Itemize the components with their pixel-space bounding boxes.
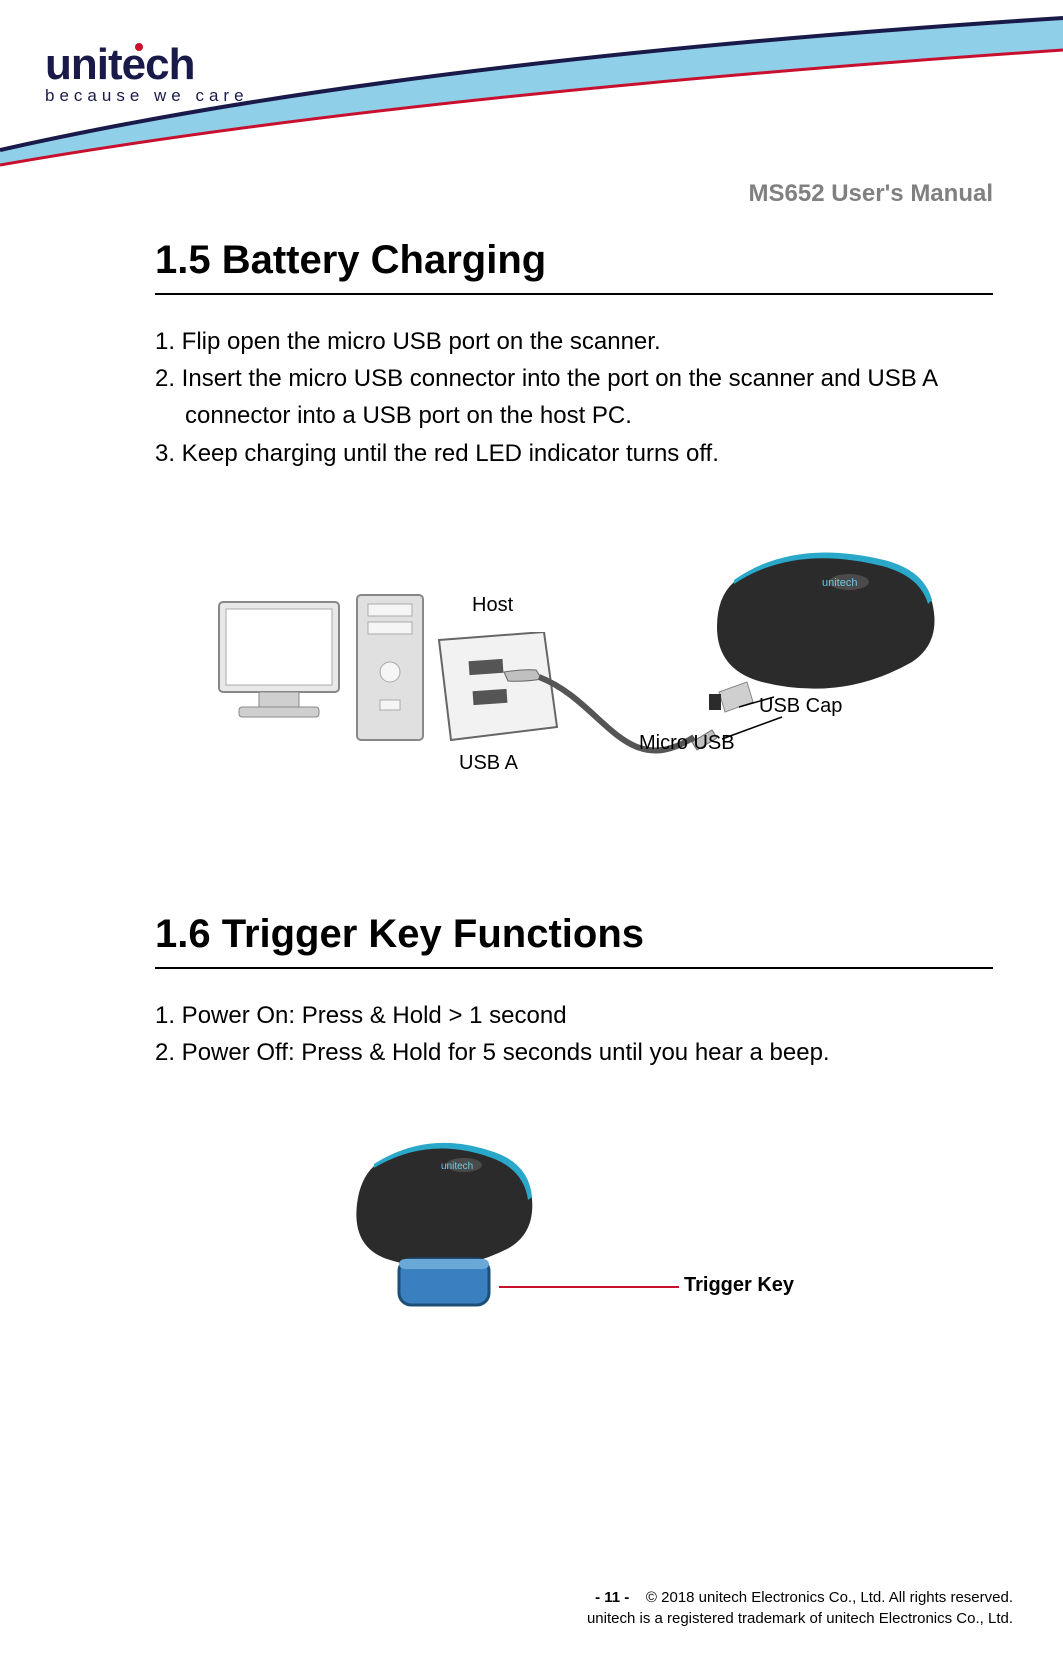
document-title: MS652 User's Manual (0, 180, 1063, 208)
svg-text:unitech: unitech (441, 1161, 473, 1172)
page-content: 1.5 Battery Charging 1. Flip open the mi… (0, 208, 1063, 1351)
step-power-off: 2. Power Off: Press & Hold for 5 seconds… (155, 1034, 993, 1071)
trademark-text: unitech is a registered trademark of uni… (587, 1608, 1013, 1629)
scanner-front-icon: unitech (344, 1131, 544, 1331)
step-power-on: 1. Power On: Press & Hold > 1 second (155, 997, 993, 1034)
label-micro-usb: Micro USB (639, 732, 735, 755)
step-2b: connector into a USB port on the host PC… (155, 397, 993, 434)
svg-text:unitech: unitech (822, 577, 857, 589)
charging-diagram: unitech Host USB A Micro USB USB Cap (204, 542, 944, 832)
label-usb-cap: USB Cap (759, 695, 842, 718)
step-2a: 2. Insert the micro USB connector into t… (155, 360, 993, 397)
trigger-key-callout: Trigger Key (684, 1274, 794, 1297)
trigger-key-figure: unitech Trigger Key (344, 1131, 804, 1351)
page-footer: - 11 - © 2018 unitech Electronics Co., L… (587, 1587, 1013, 1629)
section-battery-charging: 1.5 Battery Charging 1. Flip open the mi… (155, 238, 993, 832)
copyright-text: © 2018 unitech Electronics Co., Ltd. All… (646, 1589, 1013, 1606)
section-heading: 1.6 Trigger Key Functions (155, 912, 993, 957)
step-3: 3. Keep charging until the red LED indic… (155, 435, 993, 472)
logo-text: unitech (45, 40, 249, 90)
label-usb-a: USB A (459, 752, 518, 775)
page-number: - 11 - (595, 1589, 629, 1606)
heading-divider (155, 293, 993, 295)
label-host: Host (472, 594, 513, 617)
logo-name: unitech (45, 40, 194, 89)
section-heading: 1.5 Battery Charging (155, 238, 993, 283)
section-trigger-key: 1.6 Trigger Key Functions 1. Power On: P… (155, 912, 993, 1351)
brand-logo: unitech because we care (45, 40, 249, 106)
step-1: 1. Flip open the micro USB port on the s… (155, 323, 993, 360)
steps-list: 1. Power On: Press & Hold > 1 second 2. … (155, 997, 993, 1071)
page-header: unitech because we care (0, 0, 1063, 170)
steps-list: 1. Flip open the micro USB port on the s… (155, 323, 993, 472)
callout-leader-line (499, 1286, 679, 1288)
heading-divider (155, 967, 993, 969)
